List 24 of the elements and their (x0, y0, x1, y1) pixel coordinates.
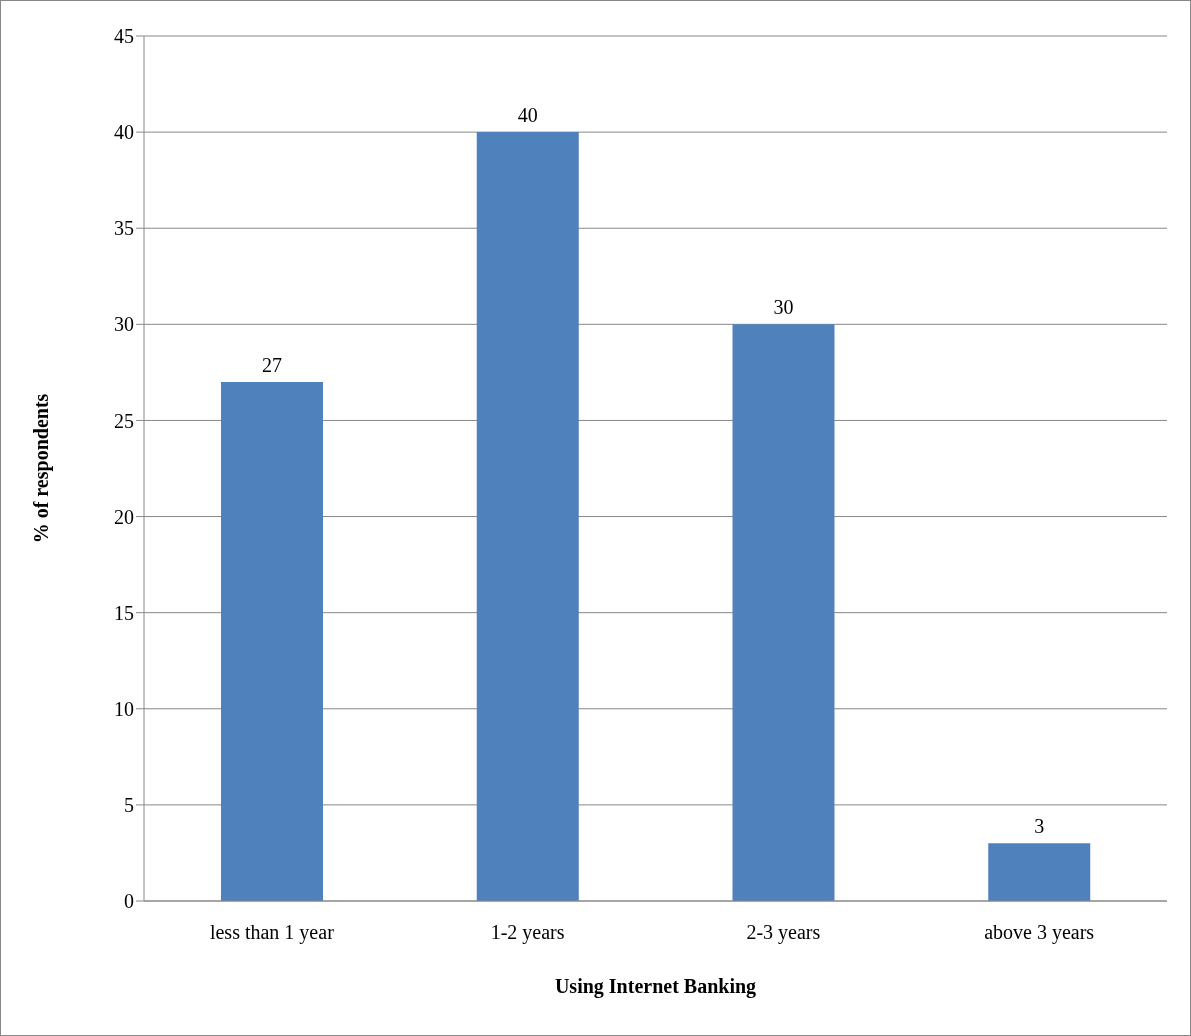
x-tick-label: less than 1 year (209, 921, 335, 945)
y-tick-label: 35 (114, 217, 134, 240)
x-tick-label: 2-3 years (746, 921, 821, 945)
data-label: 3 (1034, 815, 1045, 838)
bar (221, 382, 323, 901)
y-tick-label: 15 (114, 601, 134, 624)
x-tick-label: above 3 years (984, 921, 1095, 945)
data-label: 30 (773, 296, 794, 319)
y-tick-label: 10 (114, 697, 134, 720)
bar (732, 324, 835, 901)
x-tick-label: 1-2 years (490, 921, 565, 945)
data-label: 40 (517, 104, 538, 127)
y-tick-label: 30 (114, 313, 134, 336)
y-tick-label: 40 (114, 121, 134, 144)
bar (476, 132, 579, 901)
y-tick-label: 45 (114, 25, 134, 48)
y-axis-title: % of respondents (30, 393, 54, 544)
y-tick-label: 20 (114, 505, 134, 528)
bar (988, 843, 1091, 901)
y-tick-label: 5 (124, 793, 134, 816)
y-tick-label: 0 (124, 890, 134, 913)
x-axis-title: Using Internet Banking (554, 975, 757, 998)
y-tick-label: 25 (114, 409, 134, 432)
data-label: 27 (262, 354, 282, 376)
